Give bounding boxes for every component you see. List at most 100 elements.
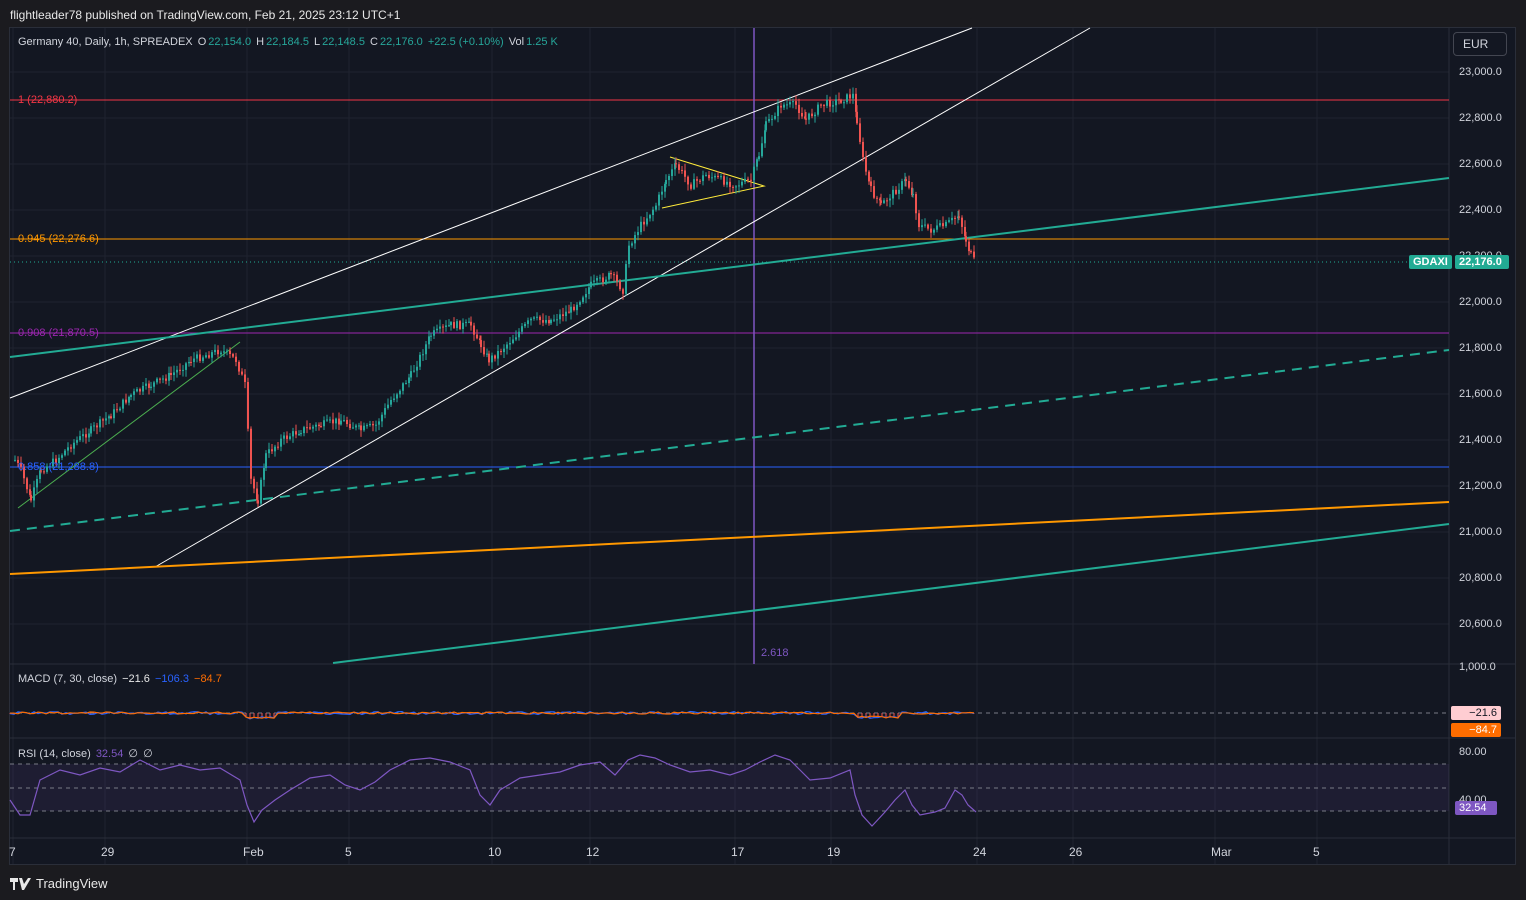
- candle-body: [559, 314, 561, 320]
- candle-body: [970, 251, 972, 253]
- macd-badge-2: −84.7: [1451, 723, 1501, 737]
- candle-body: [687, 176, 689, 185]
- macd-pane: [9, 710, 1449, 720]
- candle-body: [289, 436, 291, 439]
- candle-body: [217, 349, 219, 355]
- fib-level-0945-label: 0.945 (22,276.6): [18, 233, 99, 245]
- candle-body: [568, 311, 570, 313]
- candle-body: [905, 179, 907, 182]
- candle-body: [764, 130, 766, 144]
- candle-body: [789, 102, 791, 105]
- attribution-text: flightleader78 published on TradingView.…: [10, 8, 401, 22]
- candle-body: [886, 200, 888, 202]
- candle-body: [271, 449, 273, 452]
- candle-body: [43, 471, 45, 473]
- candle-body: [565, 311, 567, 317]
- candle-body: [442, 326, 444, 328]
- candle-body: [381, 414, 383, 422]
- fib-level-1-label: 1 (22,880.2): [18, 94, 78, 106]
- candle-body: [652, 209, 654, 216]
- candle-body: [717, 175, 719, 178]
- candle-body: [260, 479, 262, 504]
- candle-body: [292, 431, 294, 437]
- candle-body: [668, 176, 670, 181]
- candle-body: [125, 399, 127, 403]
- candle-body: [450, 322, 452, 326]
- candle-body: [33, 487, 35, 501]
- candle-body: [405, 383, 407, 385]
- candle-body: [265, 453, 267, 469]
- candle-body: [488, 353, 490, 363]
- candle-body: [199, 354, 201, 361]
- candle-body: [838, 99, 840, 101]
- time-tick: 19: [827, 845, 841, 859]
- candle-body: [777, 105, 779, 117]
- candle-body: [352, 427, 354, 429]
- candle-body: [548, 320, 550, 324]
- candle-body: [306, 427, 308, 429]
- time-tick: 5: [1313, 845, 1320, 859]
- candle-body: [256, 488, 258, 501]
- candle-body: [693, 179, 695, 189]
- candle-body: [942, 223, 944, 227]
- candle-body: [870, 181, 872, 187]
- candle-body: [605, 279, 607, 283]
- candle-body: [533, 317, 535, 319]
- fib-level-0858-label: 0.858 (21,288.8): [18, 461, 99, 473]
- candle-body: [170, 372, 172, 375]
- fib-time-label: 2.618: [761, 647, 789, 659]
- close-value: 22,176.0: [379, 36, 423, 48]
- chart-frame[interactable]: [9, 27, 1516, 865]
- candle-body: [859, 123, 861, 142]
- candle-body: [182, 369, 184, 371]
- candle-body: [378, 421, 380, 425]
- rsi-band: [10, 764, 1449, 811]
- candle-body: [369, 423, 371, 426]
- candle-body: [664, 184, 666, 192]
- candle-body: [14, 459, 16, 461]
- candle-body: [590, 281, 592, 288]
- candle-body: [856, 111, 858, 124]
- teal-trendline: [9, 177, 1450, 358]
- candle-body: [226, 350, 228, 352]
- candle-body: [661, 191, 663, 195]
- time-tick: 10: [488, 845, 502, 859]
- candle-body: [539, 316, 541, 321]
- candle-body: [128, 396, 130, 403]
- candle-body: [133, 391, 135, 395]
- candle-body: [410, 371, 412, 378]
- candle-body: [729, 181, 731, 187]
- candle-body: [506, 344, 508, 349]
- candle-body: [732, 186, 734, 188]
- candle-body: [346, 419, 348, 425]
- candle-body: [671, 169, 673, 177]
- candle-body: [738, 185, 740, 187]
- candle-body: [610, 272, 612, 275]
- candle-body: [852, 93, 854, 99]
- candle-body: [303, 427, 305, 434]
- candle-body: [372, 423, 374, 426]
- currency-button[interactable]: EUR: [1453, 32, 1507, 56]
- ticker-badge: GDAXI: [1409, 255, 1452, 269]
- candle-body: [349, 424, 351, 429]
- low-value: 22,148.5: [322, 36, 365, 48]
- candle-body: [649, 215, 651, 219]
- orange-trendline: [9, 501, 1450, 575]
- candle-body: [817, 104, 819, 115]
- candle-body: [413, 370, 415, 372]
- candle-body: [964, 226, 966, 237]
- candle-body: [702, 175, 704, 182]
- symbol-name: Germany 40, Daily, 1h, SPREADEX: [18, 36, 193, 48]
- candle-body: [690, 184, 692, 189]
- price-tick: 22,800.0: [1459, 112, 1502, 124]
- candle-body: [130, 394, 132, 397]
- candle-body: [205, 355, 207, 358]
- candle-body: [862, 141, 864, 158]
- candle-body: [193, 358, 195, 363]
- price-tick: 20,600.0: [1459, 618, 1502, 630]
- price-tick: 22,600.0: [1459, 158, 1502, 170]
- candle-body: [765, 121, 767, 131]
- symbol-legend: Germany 40, Daily, 1h, SPREADEX O 22,154.…: [18, 36, 558, 48]
- candle-body: [23, 466, 25, 479]
